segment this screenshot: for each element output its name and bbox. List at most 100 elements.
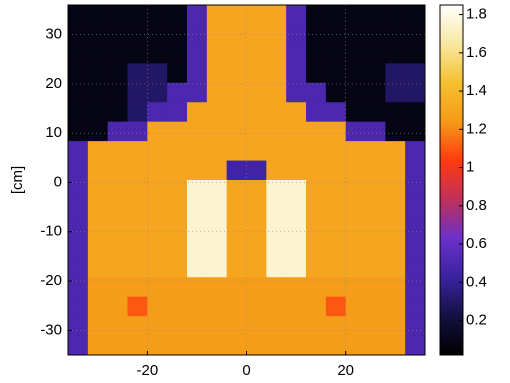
heatmap-cell — [346, 102, 366, 122]
heatmap-cell — [366, 258, 386, 278]
heatmap-cell — [405, 316, 425, 336]
heatmap-cell — [147, 219, 167, 239]
heatmap-cell — [346, 219, 366, 239]
heatmap-cell — [167, 238, 187, 258]
heatmap-cell — [108, 161, 128, 181]
heatmap-cell — [286, 219, 306, 239]
heatmap-cell — [108, 258, 128, 278]
heatmap-cell — [326, 336, 346, 356]
heatmap-cell — [128, 258, 148, 278]
heatmap-cell — [108, 316, 128, 336]
heatmap-cell — [346, 161, 366, 181]
heatmap-cell — [108, 180, 128, 200]
heatmap-cell — [385, 336, 405, 356]
heatmap-cell — [167, 102, 187, 122]
heatmap-cell — [167, 63, 187, 83]
heatmap-cell — [108, 219, 128, 239]
heatmap-cell — [266, 258, 286, 278]
heatmap-cell — [366, 141, 386, 161]
heatmap-cell — [68, 83, 88, 103]
heatmap-cell — [167, 161, 187, 181]
heatmap-cell — [207, 5, 227, 25]
heatmap-cell — [207, 316, 227, 336]
heatmap-cell — [326, 5, 346, 25]
heatmap-cell — [385, 5, 405, 25]
heatmap-cell — [88, 316, 108, 336]
heatmap-cell — [88, 141, 108, 161]
heatmap-cell — [128, 297, 148, 317]
heatmap-cell — [326, 219, 346, 239]
heatmap-cell — [68, 277, 88, 297]
heatmap-cell — [306, 5, 326, 25]
heatmap-cell — [247, 277, 267, 297]
heatmap-cell — [346, 44, 366, 64]
heatmap-cell — [187, 336, 207, 356]
heatmap-cell — [88, 258, 108, 278]
heatmap-cell — [286, 5, 306, 25]
heatmap-cell — [266, 83, 286, 103]
heatmap-cell — [187, 277, 207, 297]
heatmap-cell — [147, 199, 167, 219]
heatmap-cell — [108, 44, 128, 64]
heatmap-cell — [108, 199, 128, 219]
heatmap-cell — [108, 141, 128, 161]
heatmap-cell — [167, 180, 187, 200]
heatmap-cell — [306, 102, 326, 122]
heatmap-cell — [187, 258, 207, 278]
heatmap-cell — [68, 219, 88, 239]
heatmap-cell — [405, 258, 425, 278]
heatmap-cell — [68, 199, 88, 219]
heatmap-cell — [346, 297, 366, 317]
heatmap-cell — [286, 83, 306, 103]
heatmap-cell — [207, 258, 227, 278]
heatmap-cell — [128, 5, 148, 25]
heatmap-cell — [326, 199, 346, 219]
heatmap-cell — [405, 122, 425, 142]
heatmap-cell — [346, 83, 366, 103]
heatmap-cell — [326, 277, 346, 297]
heatmap-cell — [385, 161, 405, 181]
heatmap-cell — [227, 63, 247, 83]
heatmap-cell — [405, 219, 425, 239]
heatmap-cell — [227, 238, 247, 258]
heatmap-cell — [227, 277, 247, 297]
heatmap-cell — [88, 277, 108, 297]
heatmap-cell — [266, 44, 286, 64]
y-axis-label: [cm] — [9, 166, 26, 194]
heatmap-cell — [326, 161, 346, 181]
colorbar-tick-label: 1.2 — [466, 120, 487, 137]
heatmap-cell — [187, 219, 207, 239]
heatmap-cell — [187, 199, 207, 219]
heatmap-cell — [385, 297, 405, 317]
heatmap-cell — [147, 5, 167, 25]
y-tick-label: 10 — [45, 124, 62, 141]
heatmap-cell — [247, 5, 267, 25]
heatmap-cell — [227, 141, 247, 161]
heatmap-cell — [167, 199, 187, 219]
heatmap-cell — [405, 63, 425, 83]
heatmap-cell — [366, 219, 386, 239]
heatmap-cell — [147, 277, 167, 297]
heatmap-cell — [147, 83, 167, 103]
heatmap-cell — [68, 316, 88, 336]
heatmap-cell — [128, 83, 148, 103]
heatmap-cell — [326, 102, 346, 122]
heatmap-cell — [266, 122, 286, 142]
heatmap-cell — [187, 238, 207, 258]
heatmap-cell — [247, 161, 267, 181]
heatmap-cell — [346, 122, 366, 142]
y-tick-label: 30 — [45, 26, 62, 43]
heatmap-cell — [326, 141, 346, 161]
heatmap-cell — [147, 44, 167, 64]
heatmap-cell — [187, 161, 207, 181]
heatmap-cell — [128, 219, 148, 239]
heatmap-cell — [346, 180, 366, 200]
heatmap-cell — [88, 238, 108, 258]
heatmap-cell — [286, 180, 306, 200]
heatmap-cell — [286, 238, 306, 258]
heatmap-cell — [147, 180, 167, 200]
heatmap-cell — [366, 102, 386, 122]
heatmap-cell — [128, 336, 148, 356]
heatmap-cell — [385, 83, 405, 103]
heatmap-cell — [108, 277, 128, 297]
